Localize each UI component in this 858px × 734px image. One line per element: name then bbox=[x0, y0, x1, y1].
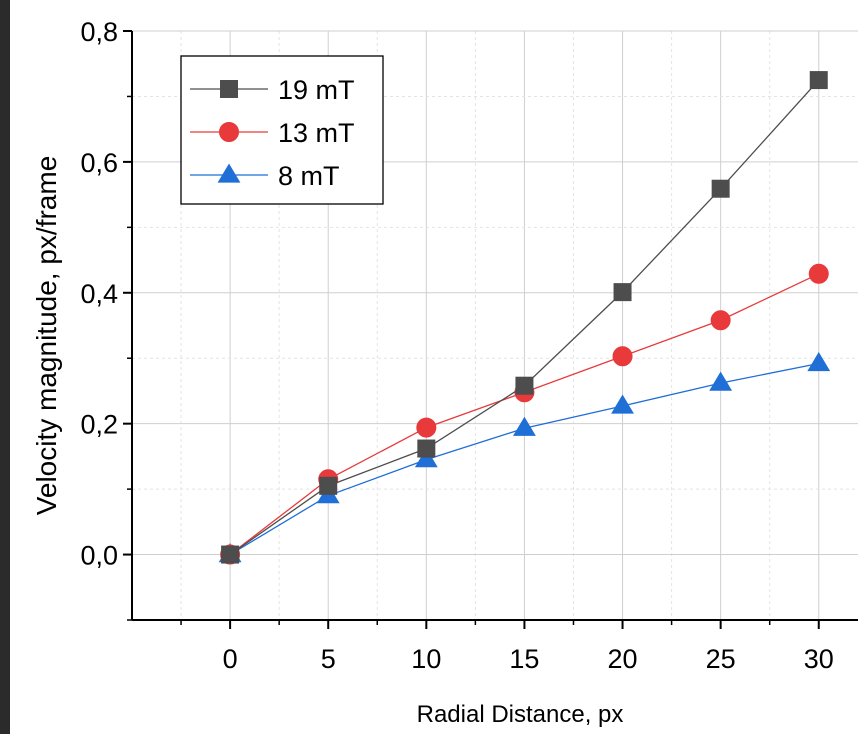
plot-background bbox=[10, 0, 858, 734]
x-tick-label: 15 bbox=[509, 644, 539, 674]
figure-frame: 0 5 10 15 20 25 30 0,0 0,2 0,4 0,6 0,8 19 mT 13 mT 8 … bbox=[10, 0, 858, 734]
data-point bbox=[613, 283, 632, 302]
series-19-mt bbox=[221, 71, 828, 564]
data-point bbox=[711, 179, 730, 198]
y-tick-label: 0,4 bbox=[80, 279, 118, 309]
y-tick-label: 0,2 bbox=[80, 410, 118, 440]
x-tick-label: 5 bbox=[321, 644, 336, 674]
legend: 19 mT 13 mT 8 mT bbox=[180, 55, 384, 205]
x-tick-label: 0 bbox=[223, 644, 238, 674]
y-axis-title: Velocity magnitude, px/frame bbox=[31, 156, 62, 516]
legend-marker bbox=[219, 122, 239, 142]
velocity-chart: 0 5 10 15 20 25 30 0,0 0,2 0,4 0,6 0,8 19 mT 13 mT 8 … bbox=[10, 0, 858, 734]
legend-marker bbox=[220, 80, 238, 98]
legend-entry: 8 mT bbox=[190, 161, 340, 191]
legend-entry: 13 mT bbox=[190, 118, 355, 148]
axes: 0 5 10 15 20 25 30 0,0 0,2 0,4 0,6 0,8 bbox=[80, 17, 858, 674]
y-tick-label: 0,6 bbox=[80, 148, 118, 178]
data-point bbox=[416, 417, 437, 438]
data-point bbox=[807, 351, 831, 372]
data-point bbox=[611, 394, 634, 414]
x-tick-label: 10 bbox=[411, 644, 441, 674]
data-point bbox=[808, 263, 829, 284]
data-point bbox=[515, 376, 534, 395]
y-tick-label: 0,0 bbox=[80, 541, 118, 571]
data-point bbox=[710, 310, 731, 331]
data-series bbox=[218, 71, 831, 565]
x-tick-label: 25 bbox=[706, 644, 736, 674]
data-point bbox=[221, 545, 240, 564]
x-tick-label: 20 bbox=[608, 644, 638, 674]
data-point bbox=[709, 371, 733, 391]
data-point bbox=[809, 71, 828, 90]
data-point bbox=[319, 476, 338, 495]
legend-label: 19 mT bbox=[278, 75, 355, 105]
data-point bbox=[417, 439, 436, 458]
data-point bbox=[612, 346, 633, 367]
legend-label: 13 mT bbox=[278, 118, 355, 148]
legend-box bbox=[180, 55, 384, 205]
x-tick-label: 30 bbox=[804, 644, 834, 674]
x-axis-title: Radial Distance, px bbox=[417, 701, 624, 728]
legend-label: 8 mT bbox=[278, 161, 340, 191]
y-tick-label: 0,8 bbox=[80, 17, 118, 47]
legend-marker bbox=[217, 163, 241, 183]
data-point bbox=[513, 416, 536, 436]
legend-entry: 19 mT bbox=[190, 75, 355, 105]
data-point bbox=[414, 448, 438, 468]
